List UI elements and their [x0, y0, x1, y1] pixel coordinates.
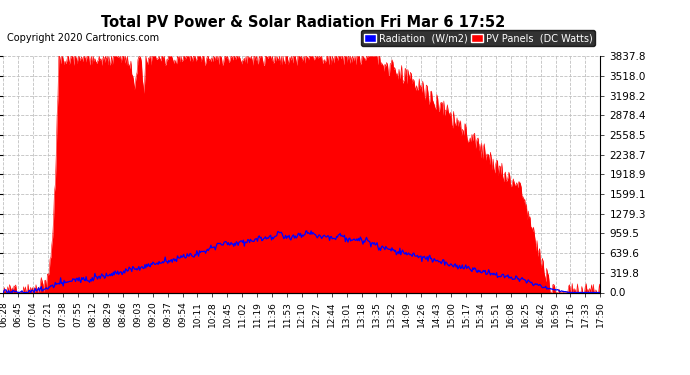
Legend: Radiation  (W/m2), PV Panels  (DC Watts): Radiation (W/m2), PV Panels (DC Watts)	[361, 30, 595, 46]
Text: Total PV Power & Solar Radiation Fri Mar 6 17:52: Total PV Power & Solar Radiation Fri Mar…	[101, 15, 506, 30]
Text: Copyright 2020 Cartronics.com: Copyright 2020 Cartronics.com	[7, 33, 159, 43]
